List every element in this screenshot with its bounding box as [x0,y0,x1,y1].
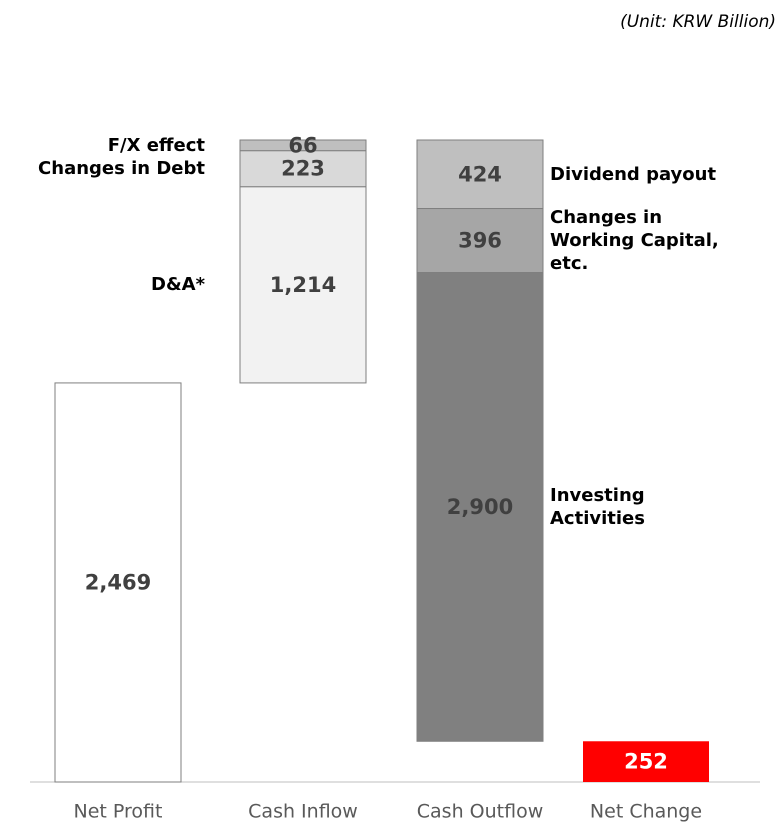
unit-note: (Unit: KRW Billion) [620,12,776,32]
data-label: 66 [288,133,317,157]
data-label: 1,214 [270,273,336,297]
segment-name: F/X effect [107,134,205,156]
category-label: Net Change [590,801,702,823]
data-label: 396 [458,229,502,253]
segment-name: Changes in Working Capital, etc. [550,207,719,275]
segment-name: Changes in Debt [38,158,205,180]
category-label: Cash Outflow [417,801,543,823]
data-label: 223 [281,157,325,181]
data-label: 2,900 [447,495,513,519]
bar-segment [239,186,367,384]
bar-segment [416,139,544,210]
bar-segment [239,139,367,152]
data-label: 252 [624,750,668,774]
data-label: 424 [458,162,502,186]
data-label: 2,469 [85,570,151,594]
bar-segment [54,382,182,783]
segment-name: Investing Activities [550,484,645,529]
segment-name: D&A* [151,274,205,296]
bar-segment [239,150,367,188]
bar-segment [416,208,544,274]
category-label: Net Profit [74,801,163,823]
bar-segment [583,741,709,782]
bar-segment [416,272,544,742]
segment-name: Dividend payout [550,163,717,185]
category-label: Cash Inflow [248,801,358,823]
